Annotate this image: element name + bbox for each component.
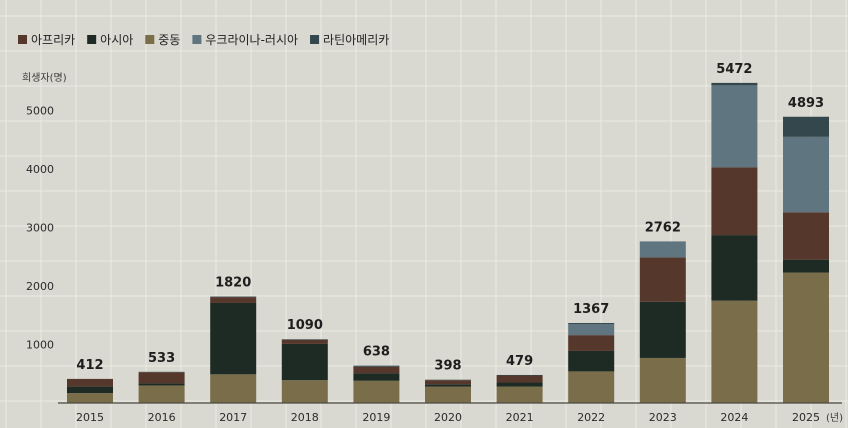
y-tick-label: 4000 — [26, 163, 54, 176]
legend: 아프리카 아시아 중동 우크라이나-러시아 라틴아메리카 — [18, 33, 389, 47]
legend-label: 우크라이나-러시아 — [205, 33, 298, 47]
x-axis-unit: (년) — [826, 412, 843, 424]
legend-swatch — [87, 35, 97, 44]
bar-segment — [639, 357, 686, 403]
bar-segment — [425, 380, 471, 385]
bar-segment — [496, 382, 543, 387]
bar-segment — [568, 371, 615, 403]
bar-segment — [711, 300, 758, 403]
x-tick-label: 2023 — [649, 411, 677, 424]
y-tick-label: 1000 — [26, 339, 54, 352]
bar-segment — [783, 116, 829, 137]
x-tick-label: 2021 — [506, 411, 534, 424]
bar-segment — [138, 385, 185, 403]
bar-segment — [353, 366, 400, 374]
bar-segment — [210, 374, 257, 403]
bar-segment — [783, 272, 829, 403]
bar-segment — [425, 386, 471, 403]
bar-segment — [568, 324, 615, 336]
bar-segment — [281, 380, 328, 403]
bar-segment — [783, 136, 829, 213]
bar-segment — [67, 379, 113, 387]
bar-segment — [639, 241, 686, 258]
legend-label: 아프리카 — [31, 33, 75, 47]
bar-segment — [210, 302, 257, 375]
bar-segment — [568, 335, 615, 351]
bar-segment — [568, 350, 615, 372]
y-axis-label: 희생자(명) — [22, 72, 67, 84]
total-label: 5472 — [716, 62, 752, 77]
x-tick-label: 2017 — [219, 411, 247, 424]
bar-segment — [281, 339, 328, 340]
bar-segment — [496, 375, 543, 383]
bar-segment — [425, 384, 471, 387]
total-label: 2762 — [645, 220, 681, 235]
bar-segment — [711, 82, 758, 86]
bar-segment — [281, 343, 328, 381]
bar-segment — [281, 339, 328, 344]
legend-swatch — [310, 35, 320, 44]
y-tick-label: 5000 — [26, 105, 54, 118]
bar-segment — [353, 380, 400, 403]
legend-swatch — [192, 35, 202, 44]
total-label: 533 — [148, 351, 175, 366]
legend-swatch — [18, 35, 27, 44]
total-label: 1090 — [287, 318, 323, 333]
x-tick-label: 2020 — [434, 411, 462, 424]
total-labels: 412 533 1820 1090 638 398 479 1367 2762 5472 4893 — [76, 62, 824, 374]
bar-segment — [210, 296, 257, 298]
bar-segment — [711, 167, 758, 236]
x-tick-label: 2024 — [720, 411, 748, 424]
bar-segment — [783, 259, 829, 273]
total-label: 638 — [363, 345, 390, 360]
bar-segment — [496, 374, 543, 376]
x-tick-label: 2025 — [792, 411, 820, 424]
total-label: 1367 — [573, 302, 609, 317]
x-tick-label: 2018 — [291, 411, 319, 424]
total-label: 1820 — [215, 276, 251, 291]
bar-segment — [496, 386, 543, 403]
total-label: 412 — [76, 358, 103, 373]
total-label: 398 — [434, 359, 461, 374]
bar-segment — [568, 323, 615, 325]
x-tick-label: 2019 — [362, 411, 390, 424]
total-label: 4893 — [788, 96, 824, 111]
bar-segment — [711, 235, 758, 301]
bar-segment — [639, 257, 686, 302]
bar-segment — [67, 386, 113, 394]
y-axis-ticks: 1000 2000 3000 4000 5000 — [26, 105, 54, 352]
legend-label: 중동 — [158, 33, 180, 47]
bar-segment — [138, 372, 185, 384]
x-tick-label: 2022 — [577, 411, 605, 424]
bar-segment — [639, 301, 686, 358]
legend-swatch — [145, 35, 155, 44]
bar-segment — [138, 383, 185, 386]
bar-segment — [210, 297, 257, 303]
total-label: 479 — [506, 354, 533, 369]
bar-segment — [783, 212, 829, 260]
y-tick-label: 3000 — [26, 222, 54, 235]
legend-label: 라틴아메리카 — [323, 33, 389, 47]
bar-segment — [711, 85, 758, 168]
bar-segment — [353, 373, 400, 381]
y-tick-label: 2000 — [26, 280, 54, 293]
bar-segment — [67, 393, 113, 403]
bars — [67, 82, 829, 403]
x-tick-label: 2015 — [76, 411, 104, 424]
x-tick-label: 2016 — [148, 411, 176, 424]
x-axis-ticks: 2015 2016 2017 2018 2019 2020 2021 2022 2023 2024… — [76, 411, 820, 424]
bar-segment — [353, 365, 400, 367]
legend-label: 아시아 — [100, 33, 133, 47]
